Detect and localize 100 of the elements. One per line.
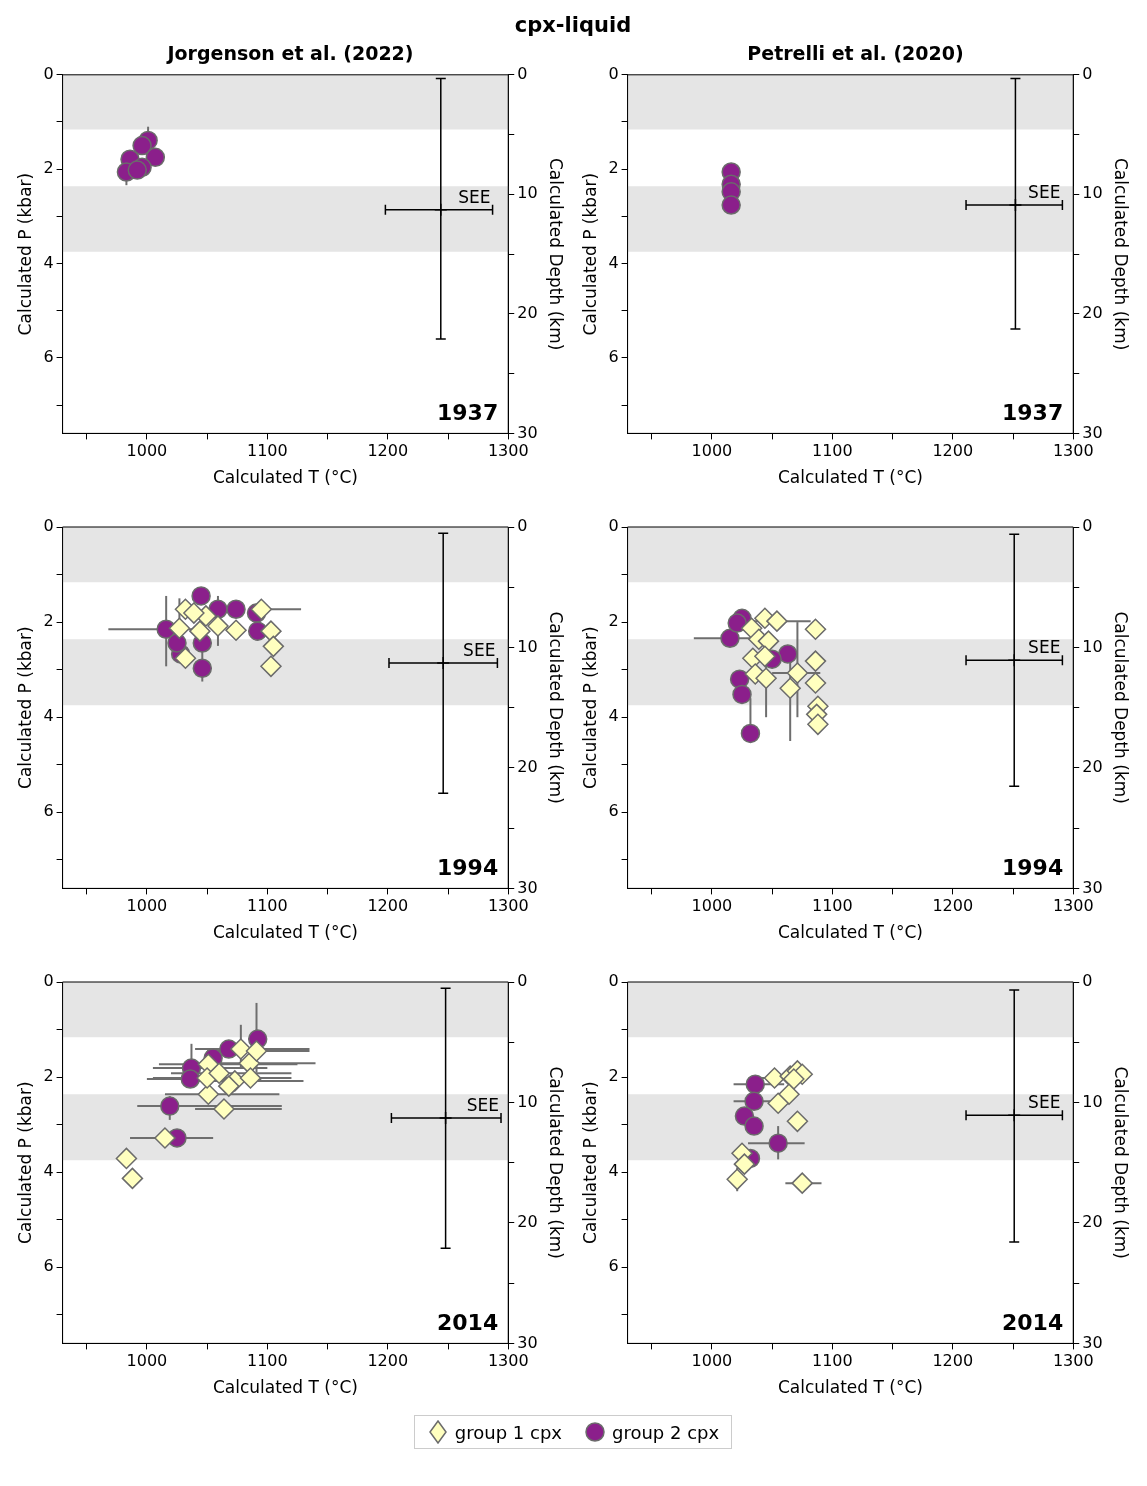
y2-tick-label: 10 — [517, 1091, 538, 1111]
point — [250, 598, 273, 621]
point — [779, 677, 801, 699]
y-tick-label: 0 — [43, 516, 54, 536]
point — [174, 647, 197, 669]
y-tick-label: 0 — [43, 971, 54, 991]
series-label: SEE — [458, 186, 491, 207]
y-tick-label: 4 — [608, 252, 619, 272]
y2-tick-label: 30 — [517, 422, 538, 442]
y2-tick-label: 10 — [1082, 1091, 1103, 1111]
y-axis-title: Calculated P (kbar) — [579, 1081, 600, 1244]
point — [213, 1098, 235, 1120]
point — [145, 147, 166, 168]
x-tick-label: 1300 — [487, 896, 529, 916]
point — [767, 1092, 789, 1115]
point — [786, 662, 809, 684]
legend-label: group 2 cpx — [612, 1421, 720, 1443]
point — [132, 135, 152, 156]
x-tick-label: 1100 — [246, 896, 288, 916]
y-tick-label: 0 — [608, 971, 619, 991]
x-tick-label: 1300 — [1052, 896, 1094, 916]
point — [721, 195, 741, 215]
y2-tick-label: 30 — [1082, 877, 1103, 897]
annotation: 2014 — [1002, 1310, 1064, 1336]
y2-tick-label: 10 — [517, 636, 538, 656]
annotation: 1994 — [1002, 855, 1064, 881]
y2-tick-label: 20 — [1082, 757, 1103, 777]
point — [191, 586, 211, 606]
y-tick-label: 2 — [43, 611, 54, 631]
y2-tick-label: 0 — [517, 971, 528, 991]
y2-tick-label: 30 — [517, 877, 538, 897]
y2-tick-label: 0 — [1082, 63, 1093, 83]
y-tick-label: 6 — [608, 1256, 619, 1276]
point — [744, 1091, 764, 1112]
series-label: SEE — [466, 1094, 500, 1115]
y2-tick-label: 20 — [517, 757, 538, 777]
point — [1007, 653, 1021, 667]
x-tick-label: 1300 — [487, 441, 529, 461]
x-tick-label: 1100 — [246, 1351, 288, 1371]
series-label: SEE — [1028, 181, 1061, 202]
y2-tick-label: 20 — [517, 1212, 538, 1232]
y-tick-label: 6 — [608, 801, 619, 821]
x-tick-label: 1200 — [367, 1351, 409, 1371]
point — [778, 1083, 800, 1105]
x-tick-label: 1200 — [367, 896, 409, 916]
point — [744, 1116, 764, 1136]
point — [207, 615, 229, 637]
y2-tick-label: 0 — [517, 63, 528, 83]
point — [121, 1167, 144, 1190]
y2-tick-label: 10 — [1082, 183, 1103, 203]
point — [154, 1127, 176, 1149]
point — [786, 1110, 809, 1133]
x-tick-label: 1000 — [691, 441, 733, 461]
y2-axis-title: Calculated Depth (km) — [546, 611, 567, 804]
y-tick-label: 4 — [43, 1161, 54, 1181]
x-axis-title: Calculated T (°C) — [212, 467, 358, 488]
y2-tick-label: 30 — [1082, 422, 1103, 442]
point — [115, 1147, 138, 1170]
y2-tick-label: 10 — [517, 183, 538, 203]
x-tick-label: 1300 — [1052, 1351, 1094, 1371]
point — [732, 684, 752, 705]
point — [763, 1067, 786, 1089]
annotation: 1937 — [437, 400, 499, 426]
y-tick-label: 2 — [608, 1066, 619, 1086]
point — [260, 655, 282, 678]
x-tick-label: 1000 — [126, 441, 168, 461]
y2-axis-title: Calculated Depth (km) — [546, 157, 567, 351]
y2-tick-label: 30 — [1082, 1332, 1103, 1352]
x-tick-label: 1300 — [1052, 441, 1094, 461]
point — [245, 1040, 268, 1062]
point — [804, 672, 827, 694]
point — [807, 713, 829, 736]
annotation: 1937 — [1002, 400, 1064, 426]
point — [160, 1096, 180, 1116]
y-tick-label: 4 — [608, 1161, 619, 1181]
y2-axis-title: Calculated Depth (km) — [1111, 611, 1132, 804]
y2-tick-label: 30 — [517, 1332, 538, 1352]
y-axis-title: Calculated P (kbar) — [14, 172, 35, 336]
y2-tick-label: 10 — [1082, 636, 1103, 656]
point — [754, 645, 776, 668]
y-tick-label: 6 — [43, 347, 54, 367]
y-tick-label: 0 — [43, 63, 54, 83]
x-tick-label: 1100 — [246, 441, 288, 461]
x-axis-title: Calculated T (°C) — [212, 922, 358, 943]
point — [727, 613, 747, 633]
point — [804, 650, 827, 672]
point — [436, 656, 450, 670]
y-tick-label: 2 — [608, 611, 619, 631]
point — [768, 1133, 788, 1153]
x-axis-title: Calculated T (°C) — [212, 1377, 358, 1398]
series-label: SEE — [1028, 637, 1061, 658]
point — [438, 1111, 453, 1125]
y2-tick-label: 0 — [517, 516, 528, 536]
y-tick-label: 2 — [608, 158, 619, 178]
point — [183, 602, 205, 624]
point — [192, 658, 213, 678]
text: cpx-liquid — [513, 12, 633, 39]
point — [197, 1083, 220, 1105]
point — [778, 644, 798, 664]
x-tick-label: 1000 — [691, 1351, 733, 1371]
